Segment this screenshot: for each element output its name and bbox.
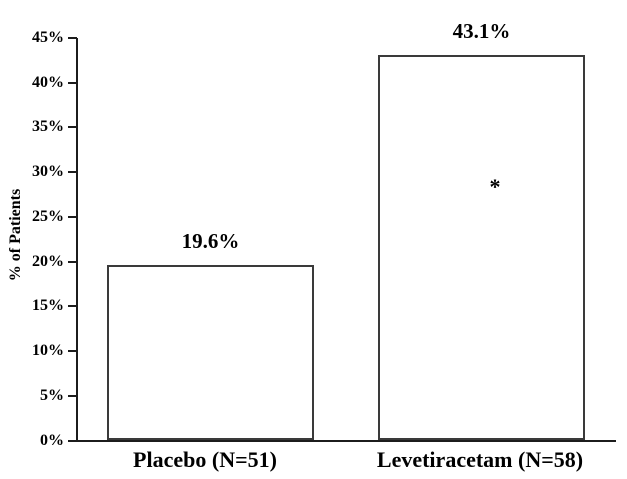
bar-placebo	[107, 265, 314, 441]
y-tick-mark	[68, 215, 77, 218]
bar-levetiracetam	[378, 54, 585, 441]
y-tick-mark	[68, 37, 77, 39]
y-tick-mark	[68, 350, 77, 353]
y-tick-mark	[68, 126, 77, 129]
y-tick-label: 40%	[32, 73, 64, 91]
y-tick-label: 35%	[32, 118, 64, 136]
y-tick-label: 10%	[32, 342, 64, 360]
significance-asterisk: *	[489, 174, 501, 199]
y-tick-label: 25%	[32, 207, 64, 225]
bar-value-label-levetiracetam: 43.1%	[452, 18, 511, 43]
x-axis-label-placebo: Placebo (N=51)	[133, 447, 277, 472]
y-tick-label: 30%	[32, 163, 64, 181]
y-tick-mark	[68, 81, 77, 84]
x-axis-line	[76, 440, 616, 442]
y-tick-label: 15%	[32, 297, 64, 315]
y-tick-mark	[68, 439, 77, 442]
y-tick-mark	[68, 394, 77, 397]
y-tick-label: 20%	[32, 252, 64, 270]
y-tick-mark	[68, 260, 77, 263]
y-tick-mark	[68, 171, 77, 174]
y-tick-label: 0%	[40, 431, 64, 449]
bar-value-label-placebo: 19.6%	[181, 229, 240, 254]
y-tick-label: 45%	[32, 29, 64, 46]
y-tick-mark	[68, 305, 77, 308]
y-tick-label: 5%	[40, 386, 64, 404]
x-axis-label-levetiracetam: Levetiracetam (N=58)	[376, 447, 584, 472]
y-axis-line	[76, 38, 78, 442]
